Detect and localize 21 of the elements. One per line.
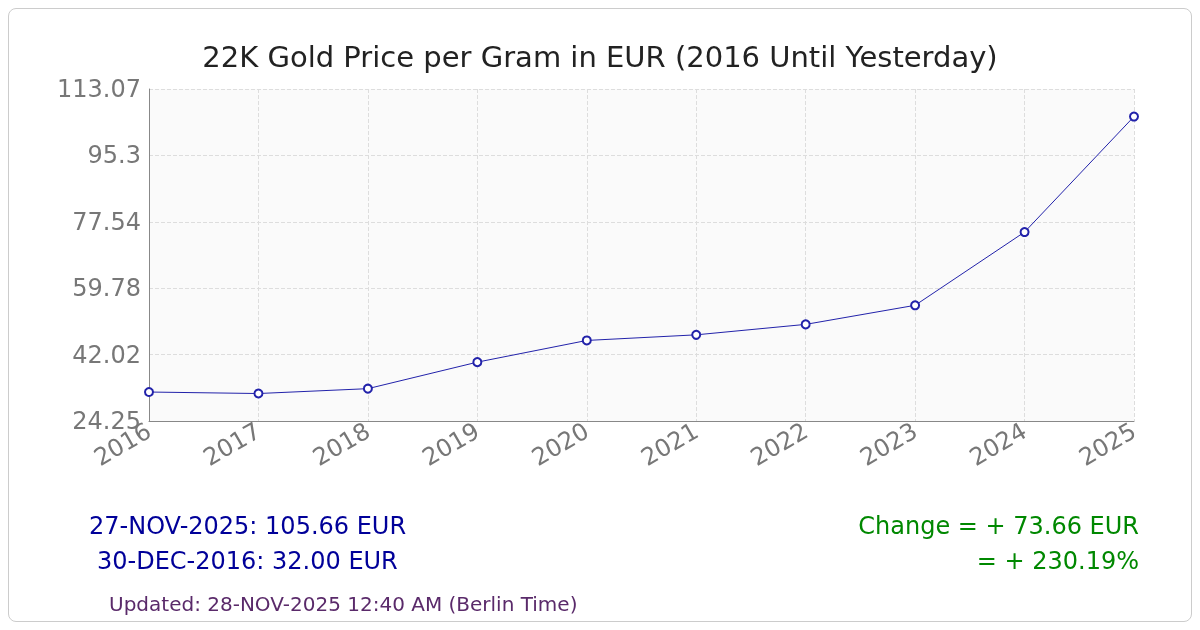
point — [910, 300, 921, 311]
y-tick-label: 77.54 — [72, 207, 141, 236]
point — [144, 387, 154, 398]
point — [800, 319, 811, 330]
y-tick-label: 113.07 — [57, 75, 141, 103]
point — [253, 388, 264, 399]
y-tick-label: 42.02 — [72, 340, 141, 369]
text: 27-NOV-2025: 105.66 EUR — [89, 512, 407, 540]
text: Updated: 28-NOV-2025 12:40 AM (Berlin Time) — [109, 592, 578, 616]
text: Change = + 73.66 EUR — [858, 512, 1139, 540]
text: 30-DEC-2016: 32.00 EUR — [97, 547, 398, 575]
point — [362, 383, 373, 394]
y-tick-label: 59.78 — [72, 274, 141, 303]
point — [691, 329, 702, 340]
point — [472, 357, 483, 368]
text: = + 230.19% — [976, 547, 1140, 575]
point — [1019, 227, 1030, 238]
chart-title: 22K Gold Price per Gram in EUR (2016 Until Yesterday) — [202, 39, 998, 74]
point — [581, 335, 592, 346]
y-tick-label: 95.3 — [87, 141, 141, 170]
point — [1129, 111, 1139, 122]
